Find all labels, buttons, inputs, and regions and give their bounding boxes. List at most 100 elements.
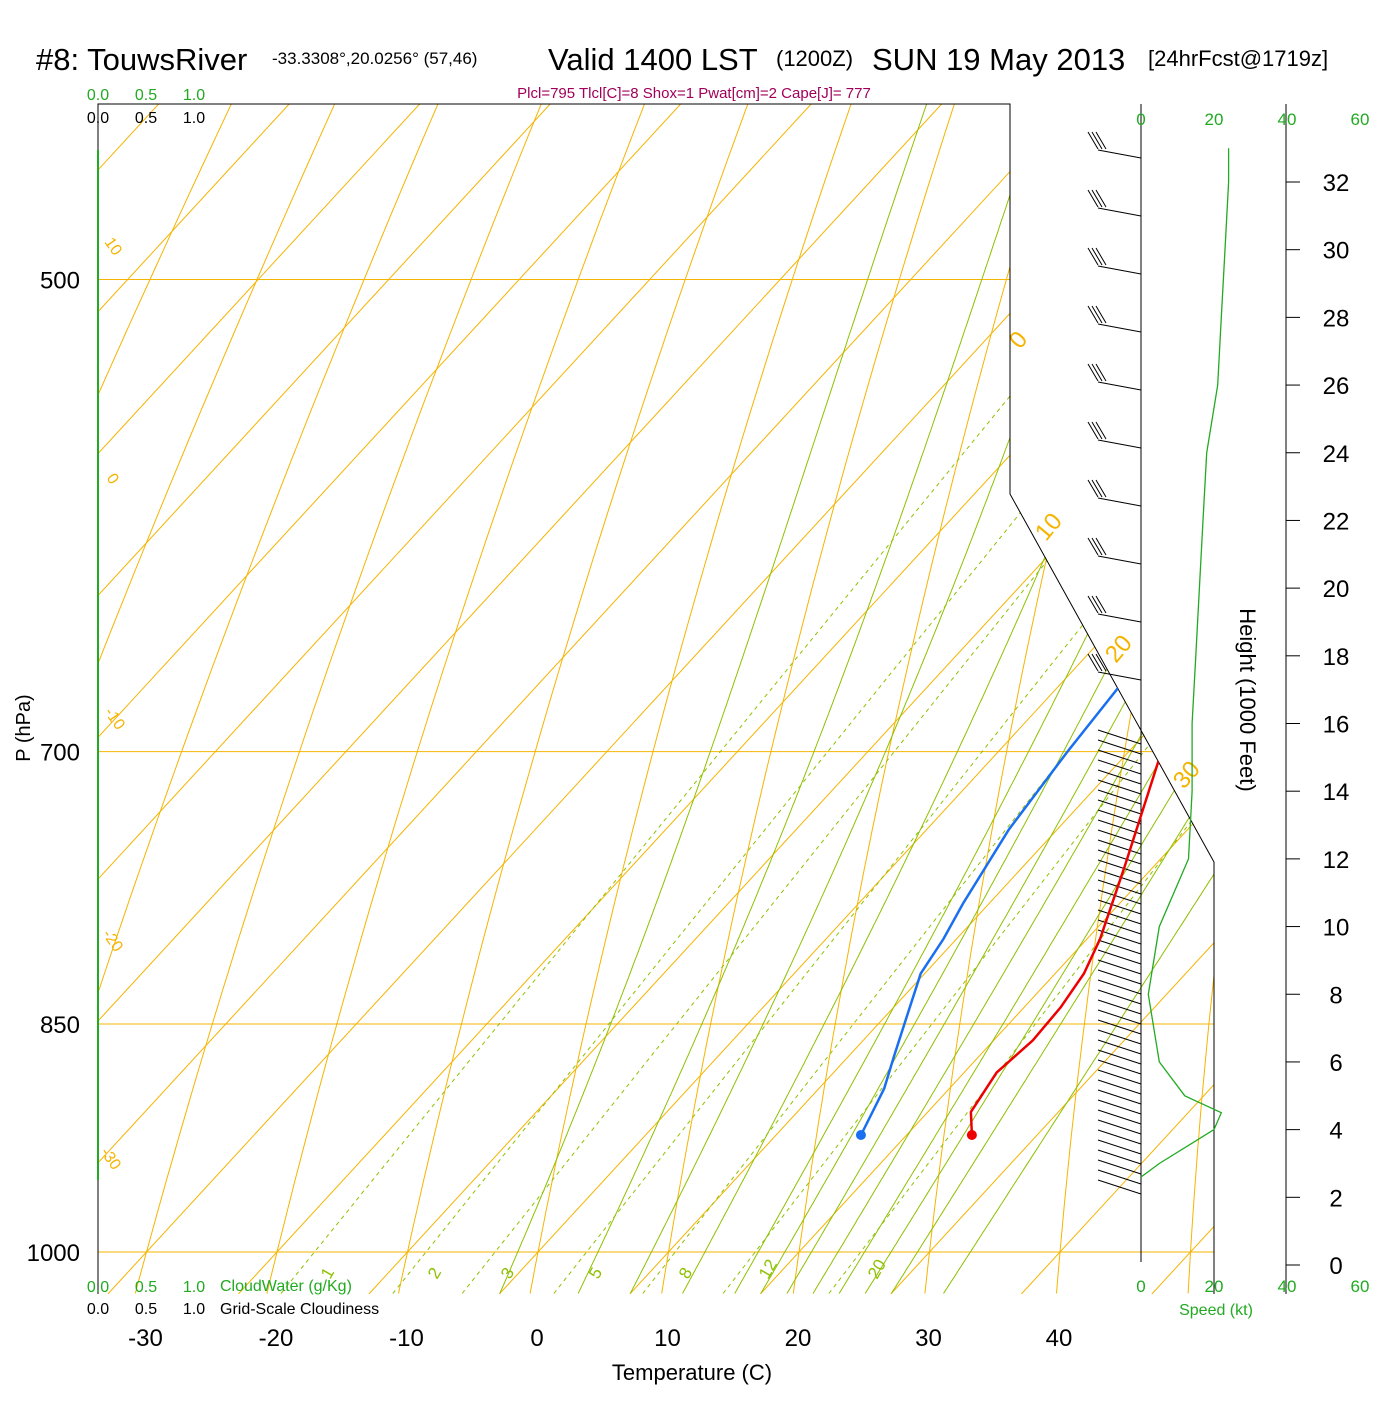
cloudiness-scale-top: 0.5 xyxy=(135,110,157,127)
pressure-tick-label: 850 xyxy=(40,1012,80,1039)
isotherm-line xyxy=(630,104,1400,1294)
temperature-tick-label: 30 xyxy=(915,1325,942,1352)
isotherm-line xyxy=(1021,104,1400,1294)
isotherm-line xyxy=(0,104,681,1294)
dry-adiabat-label: 0 xyxy=(1004,326,1033,354)
height-tick-label: 14 xyxy=(1323,779,1350,806)
wind-barb-staff xyxy=(1098,208,1141,216)
dry-adiabat-line xyxy=(399,0,1074,1294)
dry-adiabat-line xyxy=(1188,0,1400,1294)
wind-barb-staff xyxy=(1098,266,1141,274)
moist-adiabat-line xyxy=(683,0,1400,1294)
speed-tick-bottom: 60 xyxy=(1351,1277,1370,1296)
skewt-background-lines xyxy=(0,0,1400,1294)
isotherm-line xyxy=(1152,104,1400,1294)
cloudwater-scale-bottom: 1.0 xyxy=(183,1279,205,1296)
station-coords: -33.3308°,20.0256° (57,46) xyxy=(272,49,477,68)
valid-date: SUN 19 May 2013 xyxy=(872,42,1125,77)
x-axis-title: Temperature (C) xyxy=(612,1360,772,1385)
height-tick-label: 2 xyxy=(1329,1185,1342,1212)
cloudwater-scale-bottom: 0.0 xyxy=(87,1279,109,1296)
speed-tick-top: 60 xyxy=(1351,110,1370,129)
speed-axis-title: Speed (kt) xyxy=(1179,1302,1253,1319)
temperature-tick-label: 20 xyxy=(785,1325,812,1352)
station-title: #8: TouwsRiver xyxy=(36,42,247,77)
wind-barb-staff xyxy=(1098,498,1141,506)
cloudiness-scale-bottom: 1.0 xyxy=(183,1301,205,1318)
wind-speed-line xyxy=(1141,148,1229,1177)
isotherm-line xyxy=(108,104,1203,1294)
height-tick-label: 22 xyxy=(1323,508,1350,535)
cloudiness-label: Grid-Scale Cloudiness xyxy=(220,1301,379,1318)
speed-tick-top: 20 xyxy=(1205,110,1224,129)
wind-barb-staff xyxy=(1098,672,1141,680)
wind-barb-staff xyxy=(1098,614,1141,622)
speed-tick-bottom: 0 xyxy=(1136,1277,1145,1296)
mixing-ratio-label: 2 xyxy=(424,1264,445,1282)
height-axis-title: Height (1000 Feet) xyxy=(1235,608,1260,791)
height-tick-label: 28 xyxy=(1323,305,1350,332)
cloudwater-scale-top: 0.5 xyxy=(135,87,157,104)
temperature-tick-label: 0 xyxy=(530,1325,543,1352)
cloudwater-scale-top: 1.0 xyxy=(183,87,205,104)
isotherm-line xyxy=(891,104,1400,1294)
temperature-tick-label: -30 xyxy=(128,1325,163,1352)
isotherm-line xyxy=(760,104,1400,1294)
height-tick-label: 30 xyxy=(1323,238,1350,265)
moist-adiabat-line xyxy=(761,0,1400,1294)
mixing-ratio-label: 8 xyxy=(675,1264,696,1282)
pressure-axis-ticks: 2503004005007008501000 xyxy=(27,0,80,1267)
sounding-indices: Plcl=795 Tlcl[C]=8 Shox=1 Pwat[cm]=2 Cap… xyxy=(517,85,871,102)
y-axis-title: P (hPa) xyxy=(13,694,35,761)
height-tick-label: 18 xyxy=(1323,644,1350,671)
speed-tick-top: 40 xyxy=(1278,110,1297,129)
speed-tick-bottom: 40 xyxy=(1278,1277,1297,1296)
height-tick-label: 20 xyxy=(1323,576,1350,603)
valid-time: Valid 1400 LST xyxy=(548,42,758,77)
isotherm-line xyxy=(0,104,550,1294)
height-tick-label: 8 xyxy=(1329,982,1342,1009)
cloud-scale-bottom: 0.00.00.50.51.01.0 xyxy=(87,1279,205,1318)
dewpoint-line xyxy=(861,0,1400,1135)
height-tick-label: 26 xyxy=(1323,373,1350,400)
dry-adiabat-label: -30 xyxy=(97,1145,124,1174)
height-tick-label: 4 xyxy=(1329,1118,1342,1145)
dry-adiabat-label: 20 xyxy=(1100,630,1138,668)
temperature-tick-label: -10 xyxy=(389,1325,424,1352)
dry-adiabat-line xyxy=(662,0,1250,1294)
speed-tick-bottom: 20 xyxy=(1205,1277,1224,1296)
temperature-tick-label: -20 xyxy=(259,1325,294,1352)
wind-barb-staff xyxy=(1098,556,1141,564)
valid-zulu: (1200Z) xyxy=(776,46,853,71)
height-tick-label: 10 xyxy=(1323,915,1350,942)
pressure-tick-label: 500 xyxy=(40,268,80,295)
mixing-ratio-line xyxy=(554,0,1400,1293)
mixing-ratio-label: 5 xyxy=(585,1264,606,1282)
dry-adiabat-label: 0 xyxy=(103,471,122,488)
wind-barb-staff xyxy=(1098,150,1141,158)
dry-adiabat-line xyxy=(135,0,898,1294)
height-tick-label: 32 xyxy=(1323,170,1350,197)
wind-barb-staff xyxy=(1098,440,1141,448)
dry-adiabat-label: 10 xyxy=(101,235,125,259)
temperature-tick-label: 10 xyxy=(654,1325,681,1352)
moist-adiabat-line xyxy=(578,0,1329,1294)
pressure-tick-label: 700 xyxy=(40,740,80,767)
forecast-info: [24hrFcst@1719z] xyxy=(1148,46,1328,71)
cloudwater-label: CloudWater (g/Kg) xyxy=(220,1278,352,1295)
surface-temperature-dot xyxy=(967,1130,977,1140)
dry-adiabat-line xyxy=(0,0,723,1294)
mixing-ratio-label: 12 xyxy=(755,1256,781,1282)
dry-adiabat-label: -20 xyxy=(99,927,126,956)
cloudiness-scale-bottom: 0.0 xyxy=(87,1301,109,1318)
sounding-series xyxy=(856,0,1400,1140)
dry-adiabat-line xyxy=(4,0,811,1294)
height-tick-label: 6 xyxy=(1329,1050,1342,1077)
wind-barb-staff xyxy=(1098,382,1141,390)
mixing-ratio-label: 3 xyxy=(497,1264,518,1282)
cloudiness-scale-top: 1.0 xyxy=(183,110,205,127)
